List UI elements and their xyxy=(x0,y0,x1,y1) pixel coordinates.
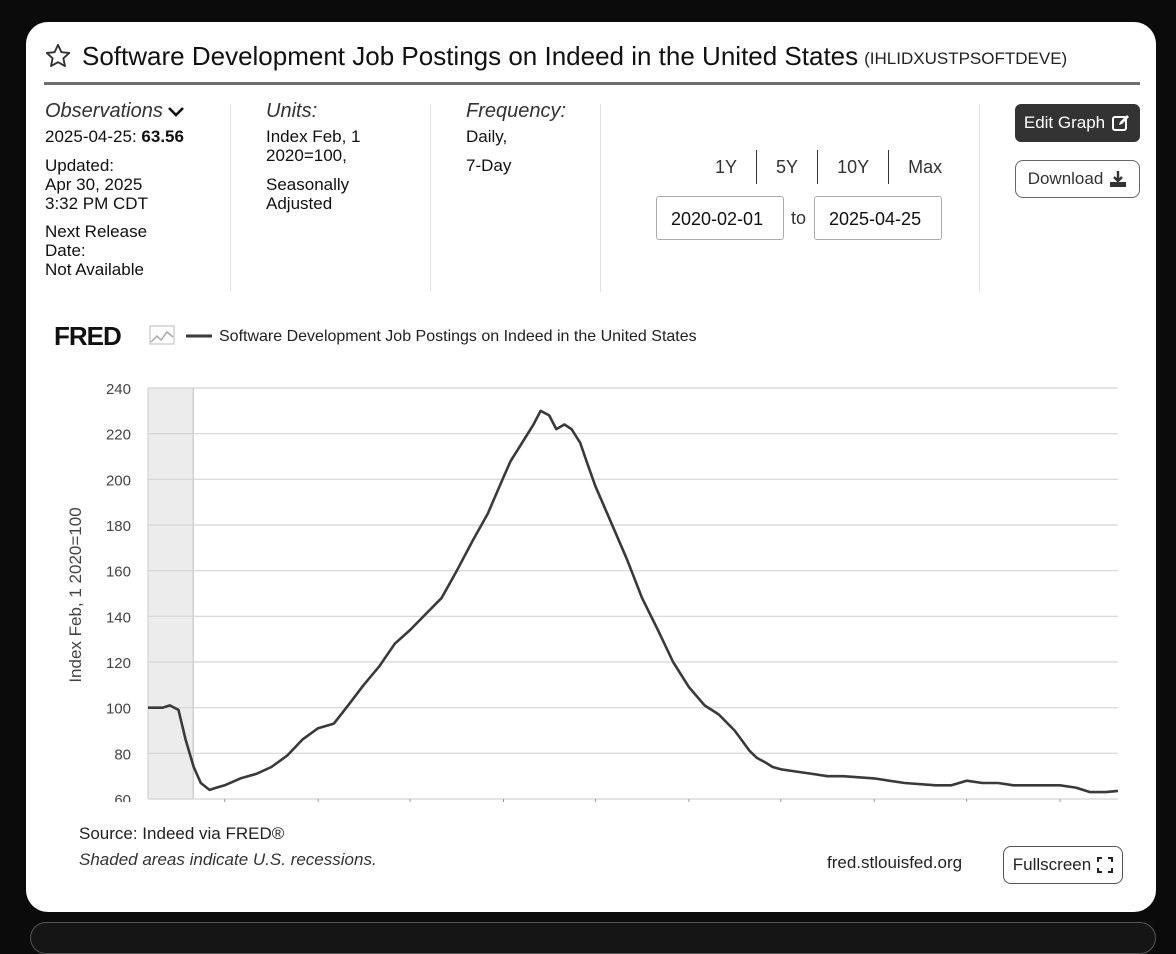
download-icon xyxy=(1110,171,1127,187)
legend-label: Software Development Job Postings on Ind… xyxy=(219,328,697,345)
observation-date: 2025-04-25: xyxy=(45,127,137,146)
edit-graph-label: Edit Graph xyxy=(1023,113,1106,132)
next-release-value: Not Available xyxy=(45,260,144,279)
units-line-1: Index Feb, 1 xyxy=(266,127,361,146)
chevron-down-icon xyxy=(167,106,184,117)
observations-dropdown[interactable]: Observations xyxy=(45,100,185,122)
units-panel: Units: Index Feb, 1 2020=100, Seasonally… xyxy=(266,100,361,213)
edit-icon xyxy=(1112,115,1130,131)
updated-time: 3:32 PM CDT xyxy=(45,194,148,213)
range-5y-button[interactable]: 5Y xyxy=(757,150,819,184)
units-line-4: Adjusted xyxy=(266,194,333,213)
observations-panel: Observations 2025-04-25: 63.56 Updated: … xyxy=(45,100,185,279)
chart: FRED Software Development Job Postings o… xyxy=(54,321,1119,802)
range-1y-button[interactable]: 1Y xyxy=(696,150,758,184)
column-divider xyxy=(979,104,980,292)
updated-label: Updated: xyxy=(45,156,114,175)
title-row: Software Development Job Postings on Ind… xyxy=(44,36,1138,76)
units-label: Units: xyxy=(266,100,318,122)
star-icon[interactable] xyxy=(44,42,72,70)
fred-logo: FRED xyxy=(54,321,121,351)
range-max-button[interactable]: Max xyxy=(908,157,943,177)
fullscreen-button[interactable]: Fullscreen xyxy=(1003,846,1123,884)
site-link[interactable]: fred.stlouisfed.org xyxy=(827,853,963,872)
updated-date: Apr 30, 2025 xyxy=(45,175,143,194)
y-tick-label: 100 xyxy=(106,701,131,718)
page-title: Software Development Job Postings on Ind… xyxy=(82,40,859,71)
frequency-line-2: 7-Day xyxy=(466,156,512,175)
series-id: (IHLIDXUSTPSOFTDEVE) xyxy=(864,49,1068,68)
column-divider xyxy=(230,104,231,292)
series-card: Software Development Job Postings on Ind… xyxy=(26,22,1156,912)
fullscreen-label: Fullscreen xyxy=(1012,855,1092,874)
column-divider xyxy=(600,104,601,292)
next-release-label: Next Release xyxy=(45,222,148,241)
y-tick-label: 200 xyxy=(106,472,131,489)
download-label: Download xyxy=(1027,169,1104,188)
recession-band xyxy=(148,388,194,799)
y-axis-label: Index Feb, 1 2020=100 xyxy=(66,507,85,682)
edit-graph-button[interactable]: Edit Graph xyxy=(1015,104,1140,142)
y-tick-label: 240 xyxy=(106,381,131,398)
observation-value: 63.56 xyxy=(141,127,184,146)
to-label: to xyxy=(791,208,807,228)
download-button[interactable]: Download xyxy=(1015,160,1140,198)
range-buttons: 1Y 5Y 10Y Max xyxy=(696,150,961,184)
range-10y-button[interactable]: 10Y xyxy=(818,150,890,184)
y-tick-label: 220 xyxy=(106,427,131,444)
y-tick-label: 60 xyxy=(114,792,131,802)
y-tick-label: 140 xyxy=(106,609,131,626)
y-tick-label: 120 xyxy=(106,655,131,672)
y-tick-label: 180 xyxy=(106,518,131,535)
column-divider xyxy=(430,104,431,292)
series-line xyxy=(148,409,1119,794)
frequency-label: Frequency: xyxy=(466,100,567,122)
latest-observation: 2025-04-25: 63.56 xyxy=(45,127,185,146)
units-line-2: 2020=100, xyxy=(266,146,347,165)
next-card-edge xyxy=(30,922,1156,954)
source-note: Source: Indeed via FRED® xyxy=(79,824,285,843)
fullscreen-icon xyxy=(1097,857,1114,873)
start-date-input[interactable]: 2020-02-01 xyxy=(656,196,784,240)
title-divider xyxy=(44,82,1140,85)
frequency-line-1: Daily, xyxy=(466,127,508,146)
frequency-panel: Frequency: Daily, 7-Day xyxy=(466,100,567,175)
units-line-3: Seasonally xyxy=(266,175,350,194)
observations-label: Observations xyxy=(45,100,163,122)
trend-icon xyxy=(149,325,175,345)
y-tick-label: 160 xyxy=(106,564,131,581)
next-release-label-2: Date: xyxy=(45,241,86,260)
y-tick-label: 80 xyxy=(114,746,131,763)
recession-note: Shaded areas indicate U.S. recessions. xyxy=(79,850,377,869)
end-date-input[interactable]: 2025-04-25 xyxy=(814,196,942,240)
